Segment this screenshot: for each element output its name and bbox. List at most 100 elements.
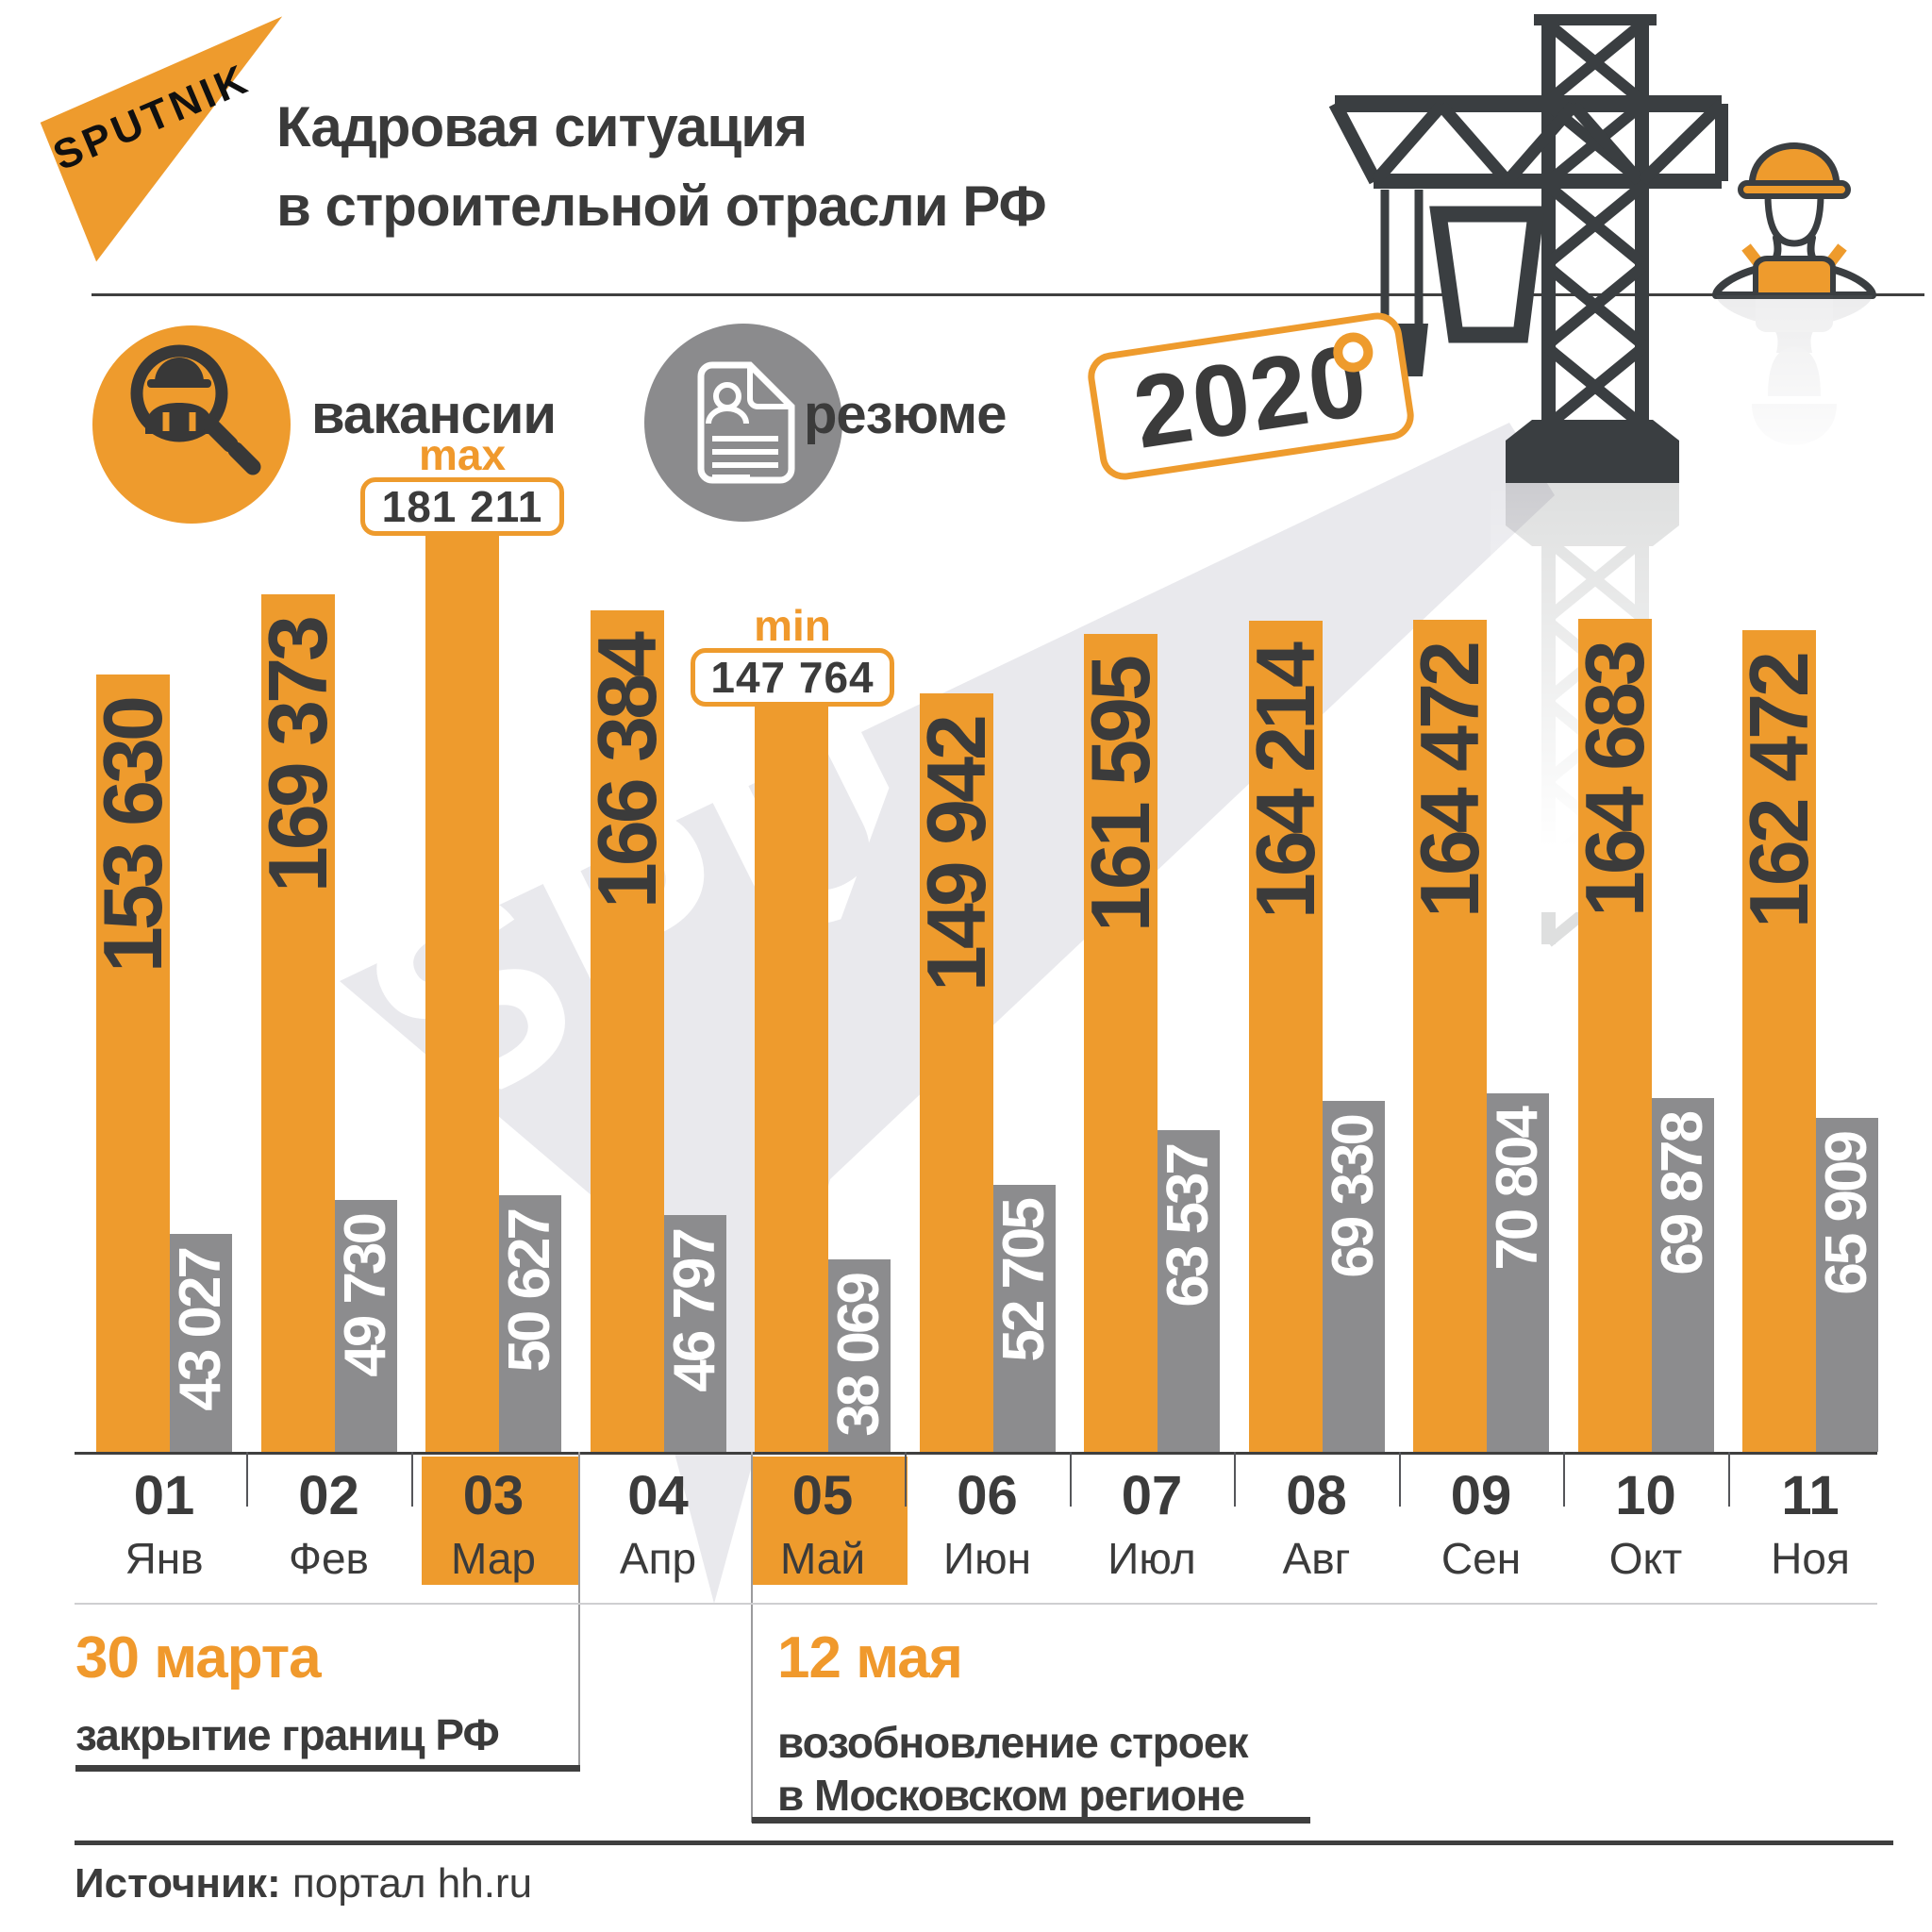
axis-tick xyxy=(1398,1452,1401,1507)
axis-tick xyxy=(905,1452,907,1507)
month-name: Окт xyxy=(1608,1533,1683,1583)
month-highlight-05 xyxy=(751,1457,908,1585)
event2-text-line1: возобновление строек xyxy=(777,1718,1248,1767)
month-number: 02 xyxy=(298,1465,359,1526)
min-callout-label: min xyxy=(754,601,831,650)
legend-resumes-badge xyxy=(644,324,842,522)
march-guide-line xyxy=(578,1452,580,1771)
legend-vacancies-badge xyxy=(92,325,291,524)
resumes-bar-03: 50 627 xyxy=(497,1195,562,1452)
resumes-bar-04: 46 797 xyxy=(661,1215,727,1452)
resume-document-icon xyxy=(697,361,795,484)
month-row-separator xyxy=(75,1603,1877,1605)
month-name: Май xyxy=(779,1533,866,1583)
max-callout-label: max xyxy=(418,430,507,479)
vacancies-bar-value: 169 373 xyxy=(250,619,344,893)
page-title-line1: Кадровая ситуация xyxy=(276,95,808,158)
vacancies-bar-11: 162 472 xyxy=(1732,630,1825,1452)
month-number: 11 xyxy=(1781,1465,1840,1526)
event1-text: закрытие границ РФ xyxy=(75,1710,500,1759)
month-name: Июл xyxy=(1108,1533,1196,1583)
vacancies-bar-10: 164 683 xyxy=(1568,619,1661,1452)
resumes-bar-value: 65 909 xyxy=(1814,1133,1879,1295)
may-guide-line xyxy=(751,1452,753,1823)
month-label-03: 03 Мар xyxy=(411,1465,575,1584)
vacancies-bar-value: 164 683 xyxy=(1567,643,1661,918)
vacancies-bar-05 xyxy=(755,704,828,1452)
month-label-05: 05 Май xyxy=(741,1467,905,1584)
vacancies-bar-09: 164 472 xyxy=(1403,620,1496,1452)
vacancies-bar-value: 149 942 xyxy=(908,718,1003,992)
month-label-06: 06 Июн xyxy=(906,1465,1070,1584)
axis-tick xyxy=(410,1452,413,1507)
month-name: Янв xyxy=(125,1533,204,1583)
axis-tick xyxy=(246,1452,248,1507)
vacancies-bar-value: 164 472 xyxy=(1403,644,1496,919)
resumes-bar-value: 38 069 xyxy=(826,1274,891,1437)
resumes-bar-06: 52 705 xyxy=(991,1185,1057,1452)
month-name: Мар xyxy=(450,1533,536,1583)
vacancies-bar-04: 166 384 xyxy=(580,610,674,1452)
legend-vacancies-label: вакансии xyxy=(311,384,557,445)
resumes-bar-02: 49 730 xyxy=(332,1200,398,1452)
month-label-09: 09 Сен xyxy=(1399,1465,1563,1584)
resumes-bar-11: 65 909 xyxy=(1814,1118,1879,1452)
month-label-02: 02 Фев xyxy=(247,1465,411,1584)
source-line: Источник: портал hh.ru xyxy=(75,1860,532,1907)
month-label-07: 07 Июл xyxy=(1070,1465,1234,1584)
vacancies-bar-value: 161 595 xyxy=(1074,658,1167,933)
sputnik-logo: SPUTNIK xyxy=(38,11,292,264)
month-name: Ноя xyxy=(1771,1533,1850,1583)
magnifier-worker-icon xyxy=(130,344,261,475)
month-label-11: 11 Ноя xyxy=(1728,1465,1892,1584)
resumes-bar-05: 38 069 xyxy=(826,1259,891,1452)
max-callout-value: 181 211 xyxy=(360,477,564,536)
header-divider xyxy=(92,293,1924,296)
event2-date: 12 мая xyxy=(777,1625,963,1690)
month-highlight-03 xyxy=(422,1457,578,1585)
construction-crane-illustration xyxy=(1328,14,1728,947)
month-number: 07 xyxy=(1121,1465,1183,1526)
vacancies-bar-06: 149 942 xyxy=(909,693,1003,1452)
resumes-bar-08: 69 330 xyxy=(1320,1101,1386,1452)
month-number: 10 xyxy=(1615,1465,1676,1526)
month-label-04: 04 Апр xyxy=(576,1465,741,1584)
event1-date: 30 марта xyxy=(75,1625,322,1690)
month-label-01: 01 Янв xyxy=(82,1465,246,1584)
footer-divider xyxy=(75,1840,1893,1845)
month-name: Сен xyxy=(1441,1533,1522,1583)
vacancies-bar-08: 164 214 xyxy=(1239,621,1332,1452)
resumes-bar-value: 50 627 xyxy=(497,1210,562,1373)
resumes-bar-value: 43 027 xyxy=(168,1249,233,1411)
event2-text-line2: в Московском регионе xyxy=(777,1771,1245,1820)
month-label-08: 08 Авг xyxy=(1235,1467,1399,1584)
month-number: 03 xyxy=(462,1465,525,1526)
month-name: Апр xyxy=(619,1533,697,1583)
month-number: 01 xyxy=(133,1465,195,1526)
resumes-bar-10: 69 878 xyxy=(1649,1098,1715,1452)
axis-tick xyxy=(1069,1452,1072,1507)
resumes-bar-value: 49 730 xyxy=(332,1215,398,1377)
month-label-10: 10 Окт xyxy=(1564,1465,1728,1584)
vacancies-bar-02: 169 373 xyxy=(251,594,344,1452)
month-number: 04 xyxy=(627,1465,689,1526)
vacancies-bar-01: 153 630 xyxy=(86,675,179,1452)
vacancies-bar-value: 153 630 xyxy=(86,699,179,974)
month-name: Фев xyxy=(289,1533,369,1583)
vacancies-bar-07: 161 595 xyxy=(1074,634,1167,1452)
resumes-bar-value: 69 878 xyxy=(1649,1113,1715,1275)
resumes-bar-value: 52 705 xyxy=(991,1200,1057,1362)
month-name: Авг xyxy=(1282,1533,1351,1583)
event2-underline xyxy=(752,1817,1310,1824)
resumes-bar-value: 46 797 xyxy=(661,1230,727,1392)
month-name: Июн xyxy=(943,1533,1031,1583)
vacancies-bar-value: 162 472 xyxy=(1732,655,1825,929)
construction-worker-illustration xyxy=(1693,142,1896,500)
min-callout-value: 147 764 xyxy=(691,648,894,707)
resumes-bar-01: 43 027 xyxy=(168,1234,233,1452)
month-number: 09 xyxy=(1450,1465,1512,1526)
month-number: 06 xyxy=(957,1465,1018,1526)
resumes-bar-07: 63 537 xyxy=(1156,1130,1221,1452)
resumes-bar-value: 69 330 xyxy=(1320,1116,1386,1278)
